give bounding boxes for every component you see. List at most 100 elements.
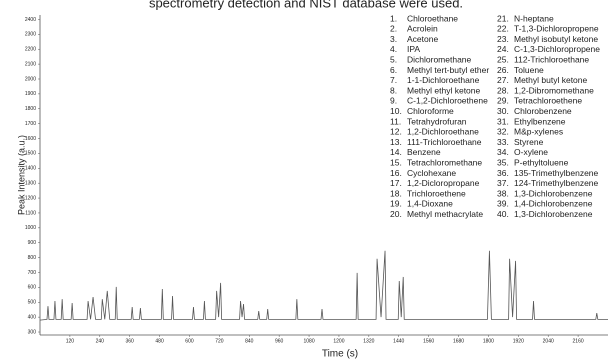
x-tick-label: 1080 (303, 338, 314, 344)
legend-name: T-1,3-Dichloropropene (514, 24, 599, 34)
legend-number: 2. (390, 24, 397, 34)
legend-name: 1,2-Dibromomethane (514, 85, 594, 95)
legend-number: 22. (497, 24, 509, 34)
y-tick-label: 1600 (25, 136, 36, 142)
x-tick-label: 720 (215, 338, 224, 344)
y-tick-label: 1300 (25, 181, 36, 187)
legend-number: 8. (390, 85, 397, 95)
x-axis-label: Time (s) (322, 349, 358, 360)
legend-number: 16. (390, 168, 402, 178)
y-tick-label: 400 (28, 314, 37, 320)
y-tick-label: 2000 (25, 76, 36, 82)
y-tick-label: 1200 (25, 195, 36, 201)
legend-number: 18. (390, 188, 402, 198)
legend-name: 1,2-Dicloropropane (407, 178, 480, 188)
legend-number: 1. (390, 13, 397, 23)
legend-name: 1,2-Dichloroethane (407, 127, 479, 137)
x-tick-label: 480 (155, 338, 164, 344)
legend-number: 6. (390, 65, 397, 75)
x-tick-label: 1440 (393, 338, 404, 344)
x-tick-label: 360 (126, 338, 135, 344)
x-tick-label: 1800 (483, 338, 494, 344)
y-tick-label: 300 (28, 329, 37, 335)
legend-name: Acetone (407, 34, 438, 44)
y-tick-label: 500 (28, 300, 37, 306)
legend-name: Acrolein (407, 24, 438, 34)
x-tick-label: 960 (275, 338, 284, 344)
legend-name: Dichloromethane (407, 54, 472, 64)
legend-number: 5. (390, 54, 397, 64)
y-tick-label: 2300 (25, 32, 36, 38)
x-tick-label: 2040 (543, 338, 554, 344)
legend-name: Methyl ethyl ketone (407, 85, 481, 95)
legend-name: Methyl methacrylate (407, 209, 483, 219)
legend-number: 28. (497, 85, 509, 95)
legend-number: 14. (390, 147, 402, 157)
legend-number: 29. (497, 96, 509, 106)
legend-number: 27. (497, 75, 509, 85)
legend-name: Methyl butyl ketone (514, 75, 588, 85)
legend-name: Styrene (514, 137, 544, 147)
legend-number: 20. (390, 209, 402, 219)
y-axis-label: Peak Intensity (a.u.) (16, 135, 26, 215)
y-tick-label: 1700 (25, 121, 36, 127)
legend-number: 40. (497, 209, 509, 219)
legend-name: N-heptane (514, 13, 554, 23)
x-tick-label: 1320 (363, 338, 374, 344)
legend-number: 32. (497, 127, 509, 137)
legend-name: Ethylbenzene (514, 116, 566, 126)
legend-number: 35. (497, 157, 509, 167)
legend-number: 33. (497, 137, 509, 147)
legend-name: Benzene (407, 147, 441, 157)
x-tick-label: 1680 (453, 338, 464, 344)
y-tick-label: 2200 (25, 47, 36, 53)
legend-name: Methyl isobutyl ketone (514, 34, 598, 44)
legend-name: 135-Trimethylbenzene (514, 168, 599, 178)
legend-name: C-1,2-Dichloroethene (407, 96, 488, 106)
x-tick-label: 2160 (573, 338, 584, 344)
legend-name: Toluene (514, 65, 544, 75)
legend-number: 11. (390, 116, 401, 126)
x-tick-label: 240 (96, 338, 105, 344)
legend-number: 3. (390, 34, 397, 44)
legend-name: 1-1-Dichloroethane (407, 75, 480, 85)
y-tick-label: 700 (28, 270, 37, 276)
legend-name: C-1,3-Dichloropropene (514, 44, 600, 54)
legend-number: 9. (390, 96, 397, 106)
legend-number: 24. (497, 44, 509, 54)
legend-number: 34. (497, 147, 509, 157)
y-tick-label: 1900 (25, 91, 36, 97)
legend-name: Methyl tert-butyl ether (407, 65, 489, 75)
x-tick-label: 600 (185, 338, 194, 344)
legend-name: 1,3-Dichlorobenzene (514, 188, 593, 198)
x-tick-label: 1200 (333, 338, 344, 344)
legend-name: M&p-xylenes (514, 127, 563, 137)
legend-name: Chlorobenzene (514, 106, 572, 116)
legend-name: Tetrachloroethene (514, 96, 582, 106)
legend-name: Chloroethane (407, 13, 458, 23)
header: spectrometry detection and NIST database… (149, 0, 463, 10)
legend-name: 111-Trichloroethane (407, 137, 482, 147)
legend-number: 36. (497, 168, 509, 178)
data-line (39, 250, 608, 321)
legend-name: Tetrahydrofuran (407, 116, 467, 126)
y-tick-label: 1500 (25, 151, 36, 157)
legend-name: IPA (407, 44, 420, 54)
legend-name: Cyclohexane (407, 168, 456, 178)
x-tick-label: 840 (245, 338, 254, 344)
legend-number: 30. (497, 106, 509, 116)
y-tick-label: 900 (28, 240, 37, 246)
legend-name: 112-Trichloroethane (514, 54, 589, 64)
legend-number: 13. (390, 137, 402, 147)
legend-number: 21. (497, 13, 509, 23)
legend-number: 17. (390, 178, 402, 188)
y-tick-label: 1400 (25, 166, 36, 172)
legend-number: 10. (390, 106, 402, 116)
legend-number: 26. (497, 65, 509, 75)
legend-name: Tetrachloromethane (407, 157, 482, 167)
y-tick-label: 1100 (25, 210, 36, 216)
legend-name: 124-Trimethylbenzene (514, 178, 599, 188)
legend-number: 38. (497, 188, 509, 198)
legend-name: 1,4-Dioxane (407, 199, 453, 209)
